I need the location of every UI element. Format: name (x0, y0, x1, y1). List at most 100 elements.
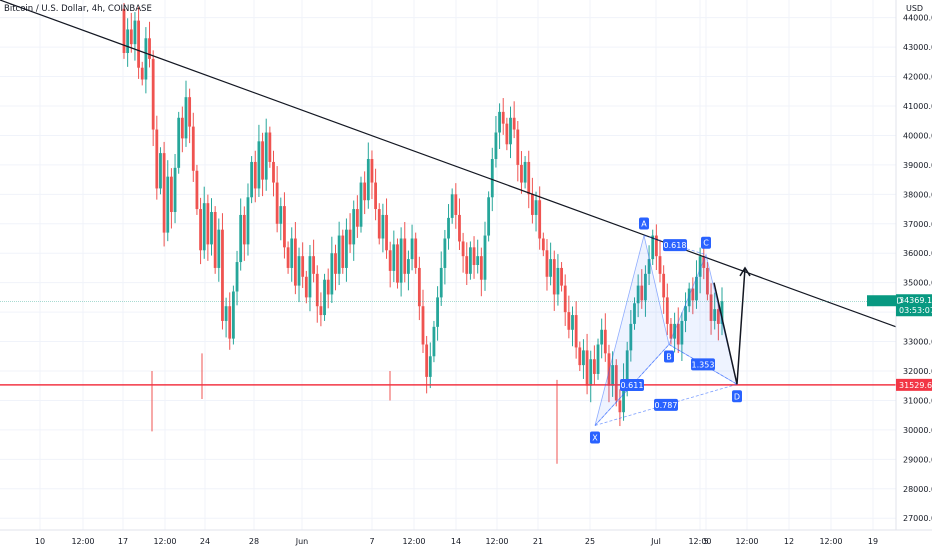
candle-body[interactable] (443, 238, 447, 268)
candle-body[interactable] (133, 20, 137, 45)
candle-body[interactable] (662, 273, 666, 298)
candle-body[interactable] (410, 238, 414, 260)
candle-body[interactable] (669, 323, 673, 339)
candle-body[interactable] (304, 276, 308, 298)
candle-body[interactable] (494, 132, 498, 160)
candle-body[interactable] (644, 273, 647, 301)
candle-body[interactable] (487, 197, 491, 236)
projection-arrow[interactable] (713, 267, 746, 385)
candle-body[interactable] (479, 256, 483, 280)
candle-body[interactable] (155, 129, 159, 189)
candle-body[interactable] (600, 329, 604, 345)
candle-body[interactable] (538, 200, 542, 239)
candle-body[interactable] (483, 235, 487, 280)
candle-body[interactable] (170, 176, 173, 212)
candle-body[interactable] (268, 132, 272, 162)
candle-body[interactable] (658, 256, 662, 274)
candle-body[interactable] (283, 206, 286, 248)
candle-body[interactable] (545, 250, 549, 277)
candle-body[interactable] (337, 235, 341, 274)
candle-body[interactable] (250, 161, 254, 198)
candle-body[interactable] (308, 256, 312, 298)
candle-body[interactable] (461, 241, 465, 257)
candle-body[interactable] (385, 214, 388, 251)
candle-body[interactable] (713, 309, 717, 321)
candle-body[interactable] (355, 209, 359, 227)
candle-body[interactable] (684, 306, 687, 321)
candle-body[interactable] (253, 161, 257, 189)
candle-body[interactable] (469, 247, 472, 274)
candle-body[interactable] (680, 320, 684, 345)
candle-body[interactable] (261, 141, 264, 180)
candle-body[interactable] (388, 250, 392, 271)
candle-body[interactable] (687, 288, 691, 307)
candle-body[interactable] (377, 209, 381, 239)
candle-body[interactable] (607, 353, 611, 386)
candle-body[interactable] (202, 203, 206, 251)
candle-body[interactable] (264, 132, 268, 180)
candle-body[interactable] (341, 235, 345, 268)
candle-body[interactable] (523, 161, 527, 183)
candle-body[interactable] (334, 253, 337, 274)
candle-body[interactable] (326, 279, 330, 295)
candle-body[interactable] (622, 379, 625, 413)
candle-body[interactable] (279, 206, 283, 224)
candle-body[interactable] (370, 159, 374, 183)
candle-body[interactable] (396, 244, 399, 283)
candle-body[interactable] (549, 259, 553, 277)
candle-body[interactable] (345, 229, 348, 268)
candle-body[interactable] (676, 323, 680, 345)
candle-body[interactable] (206, 203, 210, 245)
candle-body[interactable] (425, 344, 429, 377)
candle-body[interactable] (180, 117, 184, 139)
candle-body[interactable] (275, 182, 279, 224)
candle-body[interactable] (490, 159, 494, 198)
candle-body[interactable] (213, 212, 217, 268)
candle-body[interactable] (563, 285, 567, 313)
candle-body[interactable] (173, 167, 177, 212)
candle-body[interactable] (541, 238, 545, 251)
candle-body[interactable] (720, 301, 724, 324)
candle-body[interactable] (527, 161, 531, 195)
candle-body[interactable] (159, 153, 162, 189)
candle-body[interactable] (633, 303, 636, 324)
candle-body[interactable] (272, 161, 275, 183)
candle-body[interactable] (399, 238, 403, 283)
candle-body[interactable] (432, 326, 436, 357)
candle-body[interactable] (716, 309, 720, 324)
candle-body[interactable] (359, 182, 363, 227)
candle-body[interactable] (352, 209, 356, 245)
candle-body[interactable] (403, 238, 407, 274)
candle-body[interactable] (476, 256, 480, 265)
candle-body[interactable] (144, 38, 148, 80)
trendline[interactable] (0, 0, 897, 328)
candle-body[interactable] (257, 141, 261, 189)
candle-body[interactable] (436, 297, 439, 327)
candle-body[interactable] (512, 117, 516, 130)
candle-body[interactable] (665, 297, 669, 324)
candle-body[interactable] (366, 159, 370, 201)
candle-body[interactable] (509, 117, 512, 145)
candle-body[interactable] (647, 259, 651, 274)
candle-body[interactable] (636, 285, 640, 304)
candle-body[interactable] (162, 153, 166, 233)
candle-body[interactable] (315, 273, 319, 307)
candle-body[interactable] (348, 229, 352, 245)
candle-body[interactable] (166, 176, 170, 233)
candle-body[interactable] (297, 256, 301, 286)
candle-body[interactable] (137, 20, 140, 68)
candle-body[interactable] (465, 256, 469, 274)
candle-body[interactable] (695, 276, 698, 301)
candle-body[interactable] (414, 238, 418, 268)
candle-body[interactable] (516, 129, 520, 165)
candle-body[interactable] (501, 111, 505, 124)
candle-body[interactable] (498, 111, 501, 133)
candle-body[interactable] (421, 306, 425, 345)
candle-body[interactable] (556, 267, 560, 295)
candle-body[interactable] (552, 259, 556, 295)
candle-body[interactable] (319, 306, 323, 316)
candle-body[interactable] (560, 267, 563, 286)
candle-body[interactable] (698, 256, 702, 277)
price-axis[interactable]: 27000.00 28000.00 29000.00 30000.00 31000.00… (903, 14, 932, 524)
